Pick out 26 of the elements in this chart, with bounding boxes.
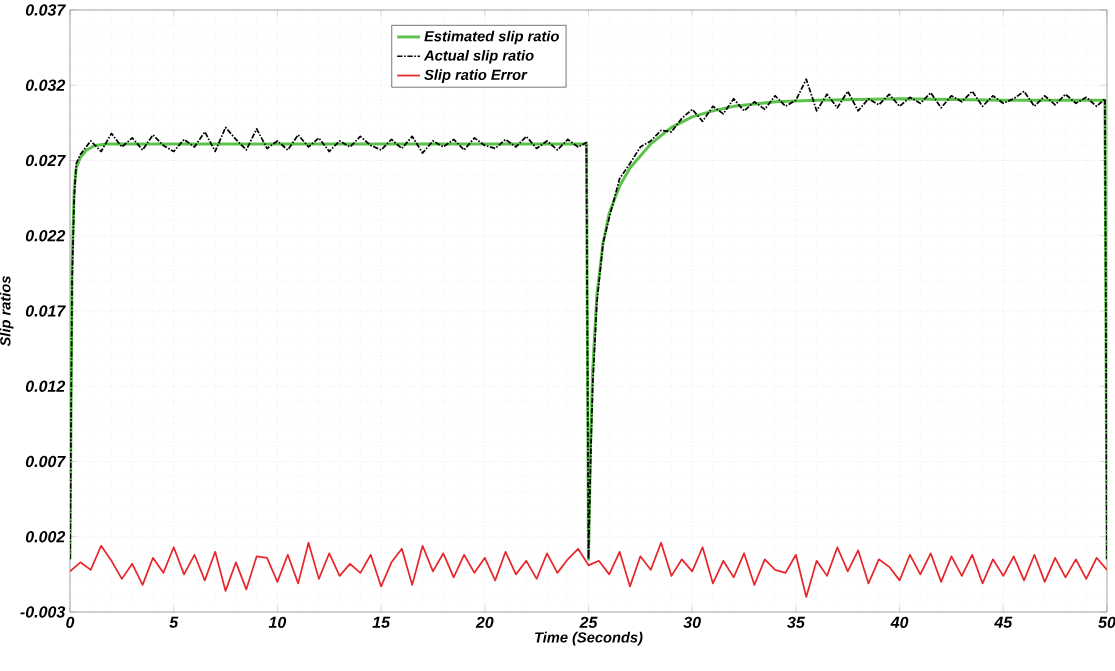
y-tick-label: 0.037: [25, 4, 66, 16]
x-tick-label: 5: [169, 616, 179, 628]
x-tick-label: 40: [890, 616, 909, 629]
x-tick-label: 15: [372, 616, 391, 628]
x-tick-label: 10: [268, 616, 287, 629]
y-tick-label: 0.027: [25, 154, 66, 167]
y-tick-label: 0.032: [25, 79, 66, 91]
x-tick-label: 45: [994, 616, 1013, 628]
y-tick-label: 0.012: [25, 380, 66, 392]
x-tick-label: 25: [579, 616, 598, 629]
x-axis-title: Time (Seconds): [535, 631, 643, 646]
x-tick-label: 0: [66, 616, 75, 629]
y-tick-label: 0.017: [25, 305, 66, 317]
y-axis-title: Slip ratios: [0, 276, 14, 347]
y-tick-label: 0.022: [25, 230, 66, 242]
x-tick-label: 35: [787, 616, 805, 629]
y-tick-label: 0.002: [25, 531, 66, 543]
legend-label: Slip ratio Error: [424, 69, 528, 83]
x-tick-label: 20: [475, 616, 494, 629]
y-tick-label: 0.007: [25, 455, 66, 468]
legend-label: Actual slip ratio: [423, 49, 534, 64]
x-tick-label: 30: [683, 616, 701, 629]
line-series: [70, 541, 1107, 598]
y-tick-label: -0.003: [20, 606, 66, 618]
x-tick-label: 50: [1098, 616, 1115, 629]
legend-label: Estimated slip ratio: [424, 30, 559, 45]
